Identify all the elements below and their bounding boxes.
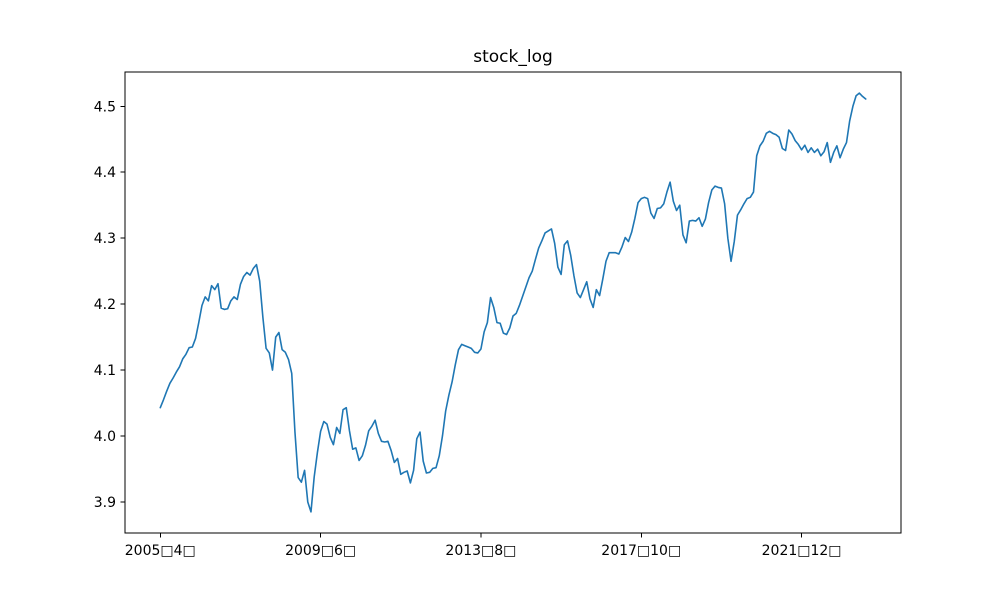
x-tick-label: 2013□8□	[445, 543, 516, 559]
y-tick-label: 4.2	[94, 297, 116, 313]
y-tick-label: 4.1	[94, 363, 116, 379]
plot-border	[124, 71, 902, 534]
chart-title: stock_log	[473, 47, 553, 67]
y-tick-label: 4.4	[94, 165, 116, 181]
y-tick-label: 4.5	[94, 99, 116, 115]
x-tick-label: 2005□4□	[125, 543, 196, 559]
x-tick-label: 2021□12□	[762, 543, 842, 559]
plot-area: 2005□4□ 2009□6□ 2013□8□ 2017□10□ 2021□12□ 3.9…	[94, 71, 902, 559]
y-tick-label: 4.3	[94, 231, 116, 247]
y-tick-label: 4.0	[94, 429, 116, 445]
data-line	[159, 92, 867, 513]
y-tick-label: 3.9	[94, 495, 116, 511]
x-tick-label: 2009□6□	[285, 543, 356, 559]
x-tick-label: 2017□10□	[601, 543, 681, 559]
